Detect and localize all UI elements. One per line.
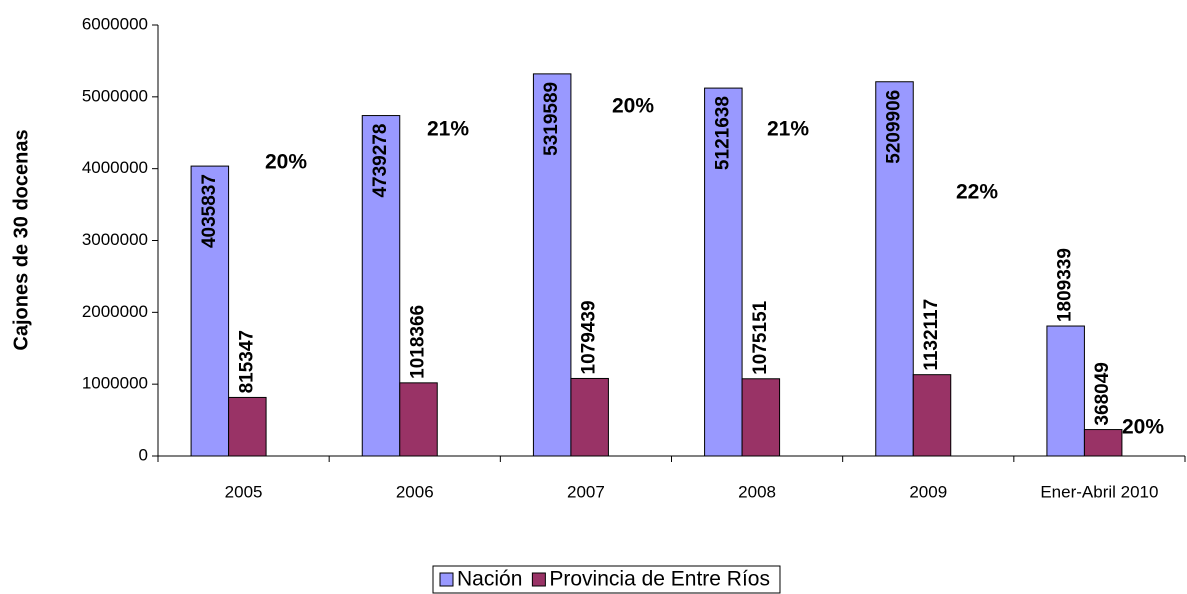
y-tick-label: 0 bbox=[139, 445, 148, 464]
bar bbox=[741, 378, 781, 457]
x-tick-label: Ener-Abril 2010 bbox=[1040, 482, 1158, 501]
value-label: 368049 bbox=[1092, 362, 1113, 425]
bar bbox=[1083, 429, 1123, 457]
legend-label: Provincia de Entre Ríos bbox=[549, 568, 770, 591]
x-tick-label: 2009 bbox=[909, 482, 947, 501]
y-tick-label: 1000000 bbox=[82, 374, 148, 393]
annotation: 22% bbox=[956, 181, 998, 204]
x-tick-label: 2006 bbox=[396, 482, 434, 501]
bar bbox=[570, 377, 609, 457]
legend-label: Nación bbox=[457, 568, 522, 591]
bar bbox=[1046, 325, 1085, 457]
legend-box bbox=[432, 565, 781, 594]
value-label: 5209906 bbox=[884, 90, 905, 164]
value-label: 1075151 bbox=[750, 300, 771, 374]
legend: Nación Provincia de Entre Ríos bbox=[432, 565, 781, 594]
y-axis-label: Cajones de 30 docenas bbox=[10, 129, 32, 350]
bar bbox=[875, 81, 914, 457]
x-tick-label: 2005 bbox=[225, 482, 263, 501]
bar bbox=[704, 87, 743, 457]
y-tick-label: 3000000 bbox=[82, 230, 148, 249]
value-label: 1018366 bbox=[408, 305, 429, 379]
legend-swatch bbox=[531, 572, 546, 587]
y-tick-label: 5000000 bbox=[82, 86, 148, 105]
bar bbox=[228, 396, 267, 457]
bar bbox=[361, 115, 401, 457]
value-label: 1809339 bbox=[1055, 248, 1076, 322]
value-label: 4739278 bbox=[370, 124, 391, 198]
annotation: 20% bbox=[612, 95, 654, 118]
value-label: 5121638 bbox=[712, 96, 733, 170]
value-label: 815347 bbox=[236, 330, 257, 393]
value-label: 4035837 bbox=[199, 174, 220, 248]
bar bbox=[532, 73, 572, 457]
annotation: 21% bbox=[427, 118, 469, 141]
annotation: 21% bbox=[767, 118, 809, 141]
bar bbox=[912, 374, 952, 457]
y-tick-label: 6000000 bbox=[82, 14, 148, 33]
annotation: 20% bbox=[265, 151, 307, 174]
value-label: 1132117 bbox=[921, 299, 942, 371]
x-tick-label: 2008 bbox=[738, 482, 776, 501]
value-label: 5319589 bbox=[541, 82, 562, 156]
value-label: 1079439 bbox=[579, 300, 600, 374]
bar bbox=[399, 382, 438, 457]
legend-swatch bbox=[439, 572, 454, 587]
bar bbox=[190, 165, 230, 457]
x-tick-label: 2007 bbox=[567, 482, 605, 501]
y-tick-label: 2000000 bbox=[82, 302, 148, 321]
annotation: 20% bbox=[1122, 416, 1164, 439]
y-tick-label: 4000000 bbox=[82, 158, 148, 177]
